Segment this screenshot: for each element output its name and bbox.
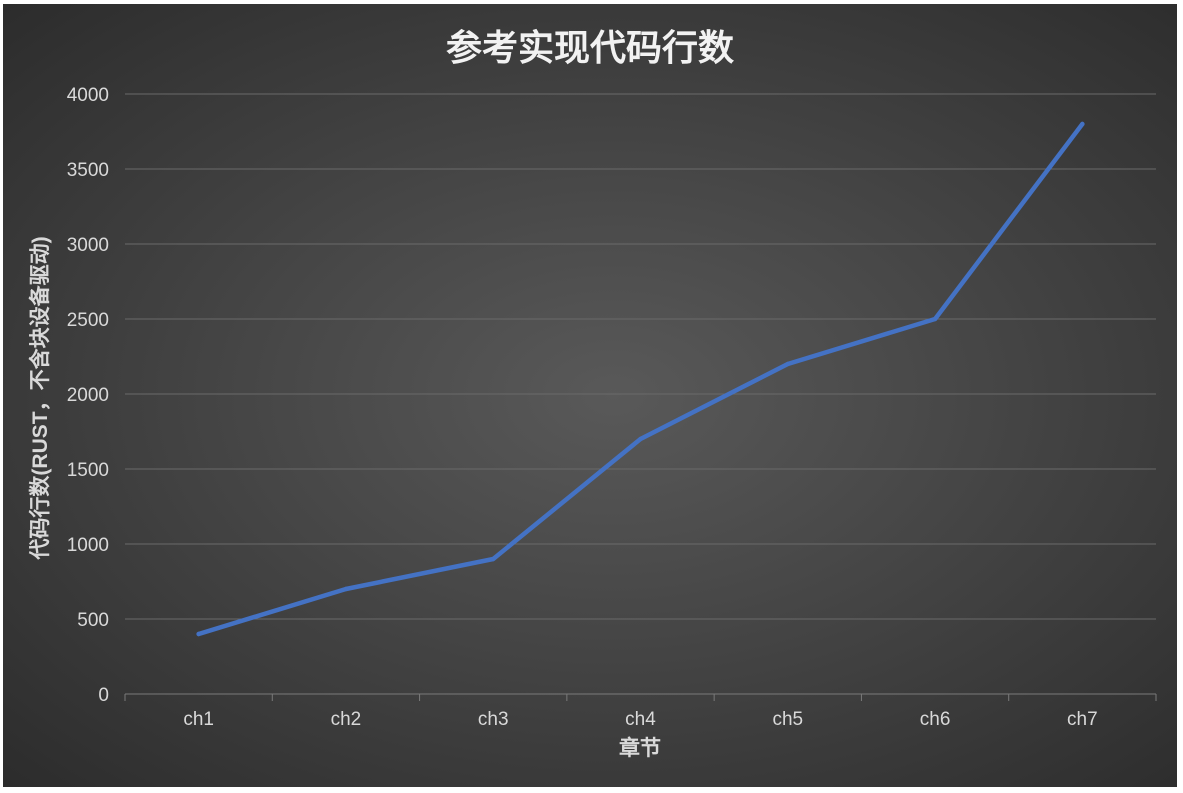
chart-area: 参考实现代码行数 0 500 1000 1500 2000 2500 3000 3500 400… (3, 4, 1177, 787)
data-point (932, 316, 938, 322)
y-tick-label: 4000 (67, 85, 109, 106)
x-tick-label: ch4 (625, 709, 656, 730)
data-point (343, 586, 349, 592)
y-tick-label: 0 (98, 685, 109, 706)
y-tick-label: 2000 (67, 385, 109, 406)
y-tick-label: 1000 (67, 535, 109, 556)
x-tick-label: ch2 (331, 709, 362, 730)
y-axis-title: 代码行数(RUST，不含块设备驱动) (28, 236, 52, 560)
line-chart: 参考实现代码行数 0 500 1000 1500 2000 2500 3000 3500 400… (28, 27, 1157, 760)
data-point (1080, 121, 1085, 127)
y-tick-label: 3000 (67, 235, 109, 256)
gridlines (124, 93, 1157, 701)
y-tick-label: 1500 (67, 460, 109, 481)
y-tick-label: 2500 (67, 310, 109, 331)
x-tick-label: ch5 (772, 709, 803, 730)
data-point (491, 556, 496, 562)
y-tick-label: 3500 (67, 160, 109, 181)
y-tick-label: 500 (77, 610, 109, 631)
series-layer (196, 121, 1085, 637)
chart-title: 参考实现代码行数 (446, 27, 734, 68)
x-tick-label: ch7 (1067, 709, 1098, 730)
x-tick-label: ch6 (920, 709, 951, 730)
x-axis-title: 章节 (619, 736, 661, 760)
series-line (196, 121, 1085, 637)
x-axis-ticks: ch1 ch2 ch3 ch4 ch5 ch6 ch7 (183, 709, 1097, 730)
x-tick-label: ch3 (478, 709, 509, 730)
y-axis-ticks: 0 500 1000 1500 2000 2500 3000 3500 4000 (67, 85, 109, 706)
x-tick-label: ch1 (183, 709, 214, 730)
data-point (785, 361, 790, 367)
data-point (638, 436, 643, 442)
data-point (196, 631, 201, 637)
